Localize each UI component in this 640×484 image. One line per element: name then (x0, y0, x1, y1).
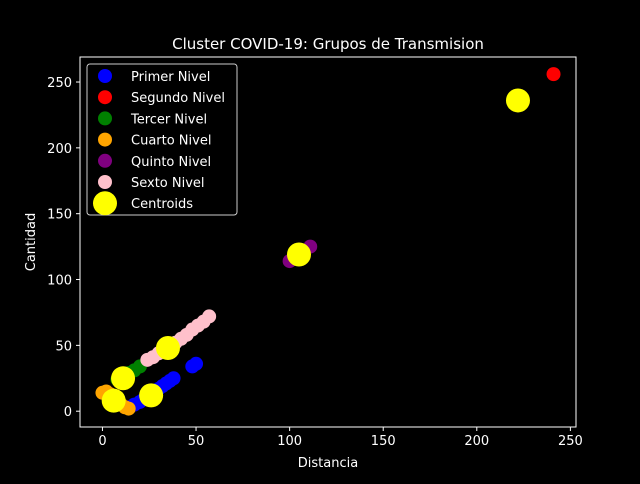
centroid-point (286, 242, 311, 267)
series-centroids (101, 88, 530, 413)
axis-ticks: 0 50 100 150 200 250 0 50 100 150 200 250 (47, 76, 583, 449)
centroid-point (505, 88, 530, 113)
data-marks (95, 67, 561, 416)
data-point (166, 371, 181, 386)
y-tick-label: 50 (55, 339, 72, 354)
legend-marker (98, 90, 112, 105)
centroid-point (155, 335, 180, 360)
legend-label: Sexto Nivel (131, 176, 205, 191)
y-tick-label: 100 (47, 274, 72, 289)
data-point (121, 401, 136, 416)
centroid-point (139, 383, 164, 408)
x-tick-label: 150 (371, 434, 396, 449)
data-point (546, 67, 561, 82)
legend-marker (98, 111, 112, 126)
x-tick-label: 100 (277, 434, 302, 449)
x-tick-label: 0 (98, 434, 106, 449)
y-tick-label: 250 (47, 76, 72, 91)
legend-label: Primer Nivel (131, 70, 210, 85)
legend-marker (98, 175, 112, 189)
series-segundo-nivel (546, 67, 561, 82)
legend-label: Centroids (131, 197, 193, 212)
legend: Primer Nivel Segundo Nivel Tercer Nivel Cua… (86, 63, 238, 216)
y-tick-label: 200 (47, 142, 72, 157)
x-tick-label: 50 (188, 434, 205, 449)
legend-marker (98, 153, 112, 168)
centroid-point (111, 366, 136, 391)
y-tick-label: 150 (47, 208, 72, 223)
centroid-point (101, 388, 126, 413)
legend-label: Cuarto Nivel (131, 134, 211, 149)
legend-marker (93, 191, 117, 216)
x-tick-label: 200 (464, 434, 489, 449)
legend-marker (98, 69, 112, 83)
legend-label: Quinto Nivel (131, 155, 211, 170)
plot-frame (79, 56, 577, 428)
x-axis-label: Distancia (298, 456, 358, 471)
y-axis-label: Cantidad (24, 213, 39, 271)
legend-label: Segundo Nivel (131, 91, 225, 106)
legend-box (86, 63, 238, 216)
y-tick-label: 0 (64, 405, 72, 420)
chart-title: Cluster COVID-19: Grupos de Transmision (172, 35, 484, 53)
legend-label: Tercer Nivel (130, 112, 207, 127)
x-tick-label: 250 (558, 434, 583, 449)
data-point (202, 309, 217, 324)
data-point (189, 356, 204, 371)
legend-marker (98, 132, 112, 147)
